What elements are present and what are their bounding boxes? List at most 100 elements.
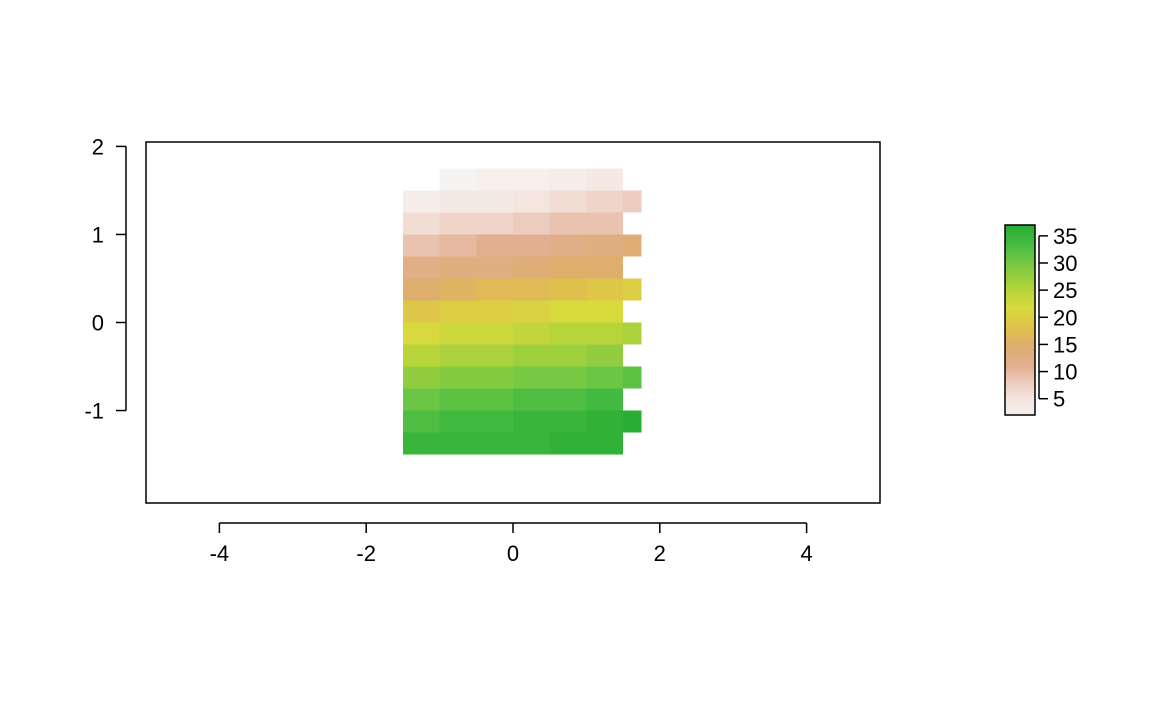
heatmap-cell xyxy=(403,367,440,389)
heatmap-cell xyxy=(403,234,440,256)
heatmap-cell xyxy=(550,323,587,345)
colorbar-tick-label: 10 xyxy=(1053,360,1077,385)
colorbar xyxy=(1005,225,1035,416)
colorbar-tick-label: 30 xyxy=(1053,251,1077,276)
x-tick-label: -2 xyxy=(356,541,376,566)
heatmap-cell xyxy=(403,389,440,411)
y-tick-label: 2 xyxy=(92,134,104,159)
chart-root: -4-2024-10125101520253035 xyxy=(0,0,1152,711)
heatmap-cell xyxy=(403,256,440,278)
heatmap-cell xyxy=(476,323,513,345)
y-tick-label: 0 xyxy=(92,311,104,336)
heatmap-cell xyxy=(586,234,623,256)
heatmap-cell xyxy=(513,168,550,190)
heatmap-cell xyxy=(440,433,477,455)
x-tick-label: 2 xyxy=(654,541,666,566)
heatmap-cell xyxy=(476,300,513,322)
heatmap-cell xyxy=(513,389,550,411)
heatmap-cell xyxy=(476,367,513,389)
heatmap-cell xyxy=(513,234,550,256)
heatmap-cell xyxy=(440,323,477,345)
heatmap-cell xyxy=(586,256,623,278)
heatmap-cell xyxy=(476,190,513,212)
heatmap-cell xyxy=(513,367,550,389)
heatmap-cell xyxy=(513,433,550,455)
heatmap-cell xyxy=(403,300,440,322)
colorbar-tick-label: 35 xyxy=(1053,224,1077,249)
heatmap-cell xyxy=(550,433,587,455)
heatmap-cell xyxy=(550,345,587,367)
heatmap-cell xyxy=(623,323,641,345)
heatmap-cell xyxy=(476,278,513,300)
heatmap-cell xyxy=(623,190,641,212)
colorbar-tick-label: 15 xyxy=(1053,332,1077,357)
heatmap-cell xyxy=(513,190,550,212)
heatmap-cell xyxy=(623,234,641,256)
heatmap-cell xyxy=(513,345,550,367)
heatmap-cell xyxy=(550,389,587,411)
heatmap-cell xyxy=(403,411,440,433)
heatmap-cell xyxy=(550,300,587,322)
heatmap-cell xyxy=(623,411,641,433)
heatmap-cell xyxy=(586,300,623,322)
heatmap-cell xyxy=(586,323,623,345)
heatmap-cell xyxy=(586,278,623,300)
heatmap-cell xyxy=(476,433,513,455)
colorbar-tick-label: 25 xyxy=(1053,278,1077,303)
heatmap-cell xyxy=(403,433,440,455)
heatmap-cell xyxy=(513,278,550,300)
heatmap-cell xyxy=(550,367,587,389)
x-tick-label: 0 xyxy=(507,541,519,566)
heatmap-svg: -4-2024-10125101520253035 xyxy=(0,0,1152,711)
heatmap-cell xyxy=(476,411,513,433)
colorbar-tick-label: 5 xyxy=(1053,387,1065,412)
heatmap-cell xyxy=(440,234,477,256)
heatmap-cell xyxy=(586,367,623,389)
heatmap-cell xyxy=(586,168,623,190)
heatmap-cell xyxy=(440,300,477,322)
heatmap-cell xyxy=(403,278,440,300)
heatmap-cell xyxy=(550,256,587,278)
heatmap-cell xyxy=(513,256,550,278)
colorbar-tick-label: 20 xyxy=(1053,305,1077,330)
heatmap-cell xyxy=(440,345,477,367)
heatmap-cell xyxy=(440,212,477,234)
heatmap-cell xyxy=(586,212,623,234)
heatmap-cell xyxy=(440,190,477,212)
heatmap-cell xyxy=(440,168,477,190)
heatmap-cell xyxy=(476,389,513,411)
heatmap-cell xyxy=(586,345,623,367)
heatmap-cell xyxy=(440,278,477,300)
heatmap-cell xyxy=(440,411,477,433)
heatmap-cell xyxy=(586,190,623,212)
heatmap-cell xyxy=(550,278,587,300)
y-tick-label: 1 xyxy=(92,222,104,247)
y-tick-label: -1 xyxy=(84,399,104,424)
heatmap-cell xyxy=(403,323,440,345)
heatmap-cell xyxy=(586,433,623,455)
heatmap-cell xyxy=(513,212,550,234)
heatmap-cell xyxy=(586,389,623,411)
x-tick-label: -4 xyxy=(210,541,230,566)
heatmap-cell xyxy=(550,234,587,256)
heatmap-cell xyxy=(550,212,587,234)
heatmap-cell xyxy=(440,367,477,389)
heatmap-cell xyxy=(476,168,513,190)
heatmap-cell xyxy=(476,234,513,256)
heatmap-cell xyxy=(440,389,477,411)
heatmap-cell xyxy=(623,367,641,389)
heatmap-cell xyxy=(513,323,550,345)
heatmap-cell xyxy=(403,345,440,367)
heatmap-cell xyxy=(550,168,587,190)
heatmap-cell xyxy=(476,345,513,367)
heatmap-cell xyxy=(440,256,477,278)
heatmap-cell xyxy=(623,278,641,300)
heatmap-cell xyxy=(586,411,623,433)
heatmap-cell xyxy=(476,256,513,278)
heatmap-cells xyxy=(403,168,642,454)
heatmap-cell xyxy=(403,212,440,234)
heatmap-cell xyxy=(550,411,587,433)
heatmap-cell xyxy=(513,300,550,322)
heatmap-cell xyxy=(476,212,513,234)
heatmap-cell xyxy=(513,411,550,433)
